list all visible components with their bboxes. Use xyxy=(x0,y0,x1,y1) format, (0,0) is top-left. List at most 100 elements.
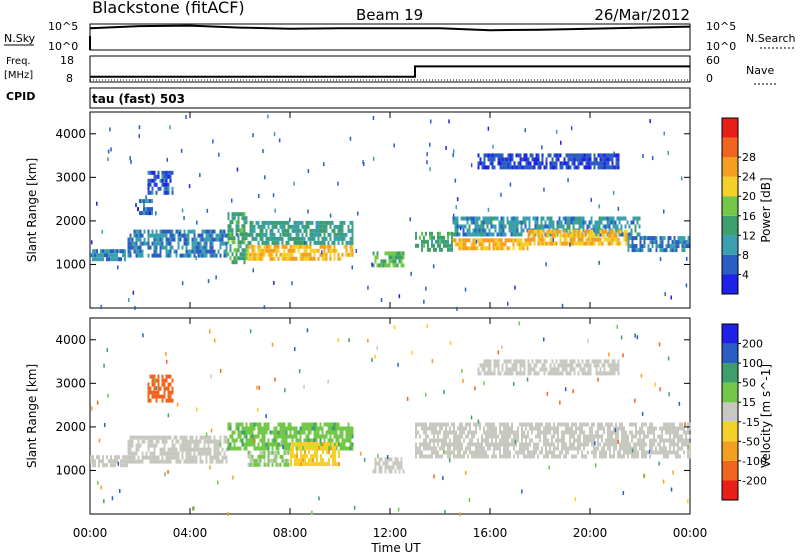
echo-cell xyxy=(273,256,276,261)
echo-cell xyxy=(179,435,182,440)
echo-cell xyxy=(567,363,570,368)
echo-cell xyxy=(187,241,190,246)
echo-cell xyxy=(597,233,600,238)
echo-cell xyxy=(334,462,336,467)
echo-cell xyxy=(613,229,616,234)
echo-cell xyxy=(575,229,578,234)
echo-cell xyxy=(100,305,102,309)
echo-cell xyxy=(129,252,131,257)
echo-cell xyxy=(535,371,538,376)
echo-cell xyxy=(609,450,611,455)
echo-cell xyxy=(314,454,316,459)
echo-cell xyxy=(110,249,112,254)
echo-cell xyxy=(329,224,332,229)
echo-cell xyxy=(298,446,300,451)
echo-cell xyxy=(255,462,258,467)
echo-cell xyxy=(665,422,667,427)
echo-cell xyxy=(263,450,266,455)
echo-cell xyxy=(349,228,352,233)
echo-cell xyxy=(313,252,316,257)
echo-cell xyxy=(205,439,208,444)
echo-cell xyxy=(575,153,578,158)
echo-cell xyxy=(453,149,455,154)
echo-cell xyxy=(439,438,441,443)
echo-cell xyxy=(641,442,643,447)
echo-cell xyxy=(549,422,551,427)
echo-cell xyxy=(92,463,94,468)
echo-cell xyxy=(147,211,149,216)
echo-cell xyxy=(349,434,352,439)
echo-cell xyxy=(585,363,588,368)
echo-cell xyxy=(345,248,348,253)
echo-cell xyxy=(97,480,99,485)
echo-cell xyxy=(249,458,252,463)
echo-cell xyxy=(219,233,222,238)
power-y-label: Slant Range [km] xyxy=(25,158,39,262)
echo-cell xyxy=(138,125,141,130)
echo-cell xyxy=(229,236,232,241)
echo-cell xyxy=(285,442,288,447)
echo-cell xyxy=(426,152,428,157)
echo-cell xyxy=(607,233,610,238)
echo-cell xyxy=(513,438,515,443)
echo-cell xyxy=(594,441,596,446)
echo-cell xyxy=(527,434,529,439)
echo-cell xyxy=(229,232,232,237)
echo-cell xyxy=(680,176,683,181)
echo-cell xyxy=(421,454,423,459)
echo-cell xyxy=(675,454,677,459)
echo-cell xyxy=(553,454,555,459)
echo-cell xyxy=(473,442,475,447)
echo-cell xyxy=(645,422,647,427)
echo-cell xyxy=(205,447,208,452)
echo-cell xyxy=(571,422,573,427)
echo-cell xyxy=(493,446,495,451)
echo-cell xyxy=(337,438,340,443)
echo-cell xyxy=(553,165,556,170)
echo-cell xyxy=(311,426,314,431)
echo-cell xyxy=(273,280,275,285)
echo-cell xyxy=(527,165,530,170)
echo-cell xyxy=(191,245,194,250)
echo-cell xyxy=(400,255,403,260)
echo-cell xyxy=(149,390,152,395)
echo-cell xyxy=(475,422,477,427)
echo-cell xyxy=(147,178,150,183)
echo-cell xyxy=(524,238,527,243)
echo-cell xyxy=(462,378,464,383)
echo-cell xyxy=(585,241,588,246)
echo-cell xyxy=(513,434,515,439)
echo-cell xyxy=(451,430,453,435)
echo-cell xyxy=(575,363,578,368)
echo-cell xyxy=(572,216,575,221)
echo-cell xyxy=(343,232,346,237)
echo-cell xyxy=(265,430,268,435)
echo-cell xyxy=(567,161,570,166)
freq-panel-frame xyxy=(89,55,691,83)
echo-cell xyxy=(205,435,208,440)
echo-cell xyxy=(281,458,284,463)
echo-cell xyxy=(595,446,597,451)
echo-cell xyxy=(599,434,601,439)
echo-cell xyxy=(669,430,671,435)
echo-cell xyxy=(317,248,320,253)
echo-cell xyxy=(535,450,537,455)
echo-cell xyxy=(609,454,611,459)
echo-cell xyxy=(477,161,480,166)
echo-cell xyxy=(686,256,688,261)
echo-cell xyxy=(199,451,202,456)
echo-cell xyxy=(155,253,158,258)
echo-cell xyxy=(447,454,449,459)
echo-cell xyxy=(259,438,262,443)
echo-cell xyxy=(211,241,214,246)
echo-cell xyxy=(500,224,503,229)
echo-cell xyxy=(473,454,475,459)
echo-cell xyxy=(380,259,383,264)
power-echoes xyxy=(90,114,690,311)
echo-cell xyxy=(469,442,471,447)
echo-cell xyxy=(541,363,544,368)
echo-cell xyxy=(541,430,543,435)
echo-cell xyxy=(590,197,592,202)
echo-cell xyxy=(328,458,330,463)
echo-cell xyxy=(522,216,525,221)
